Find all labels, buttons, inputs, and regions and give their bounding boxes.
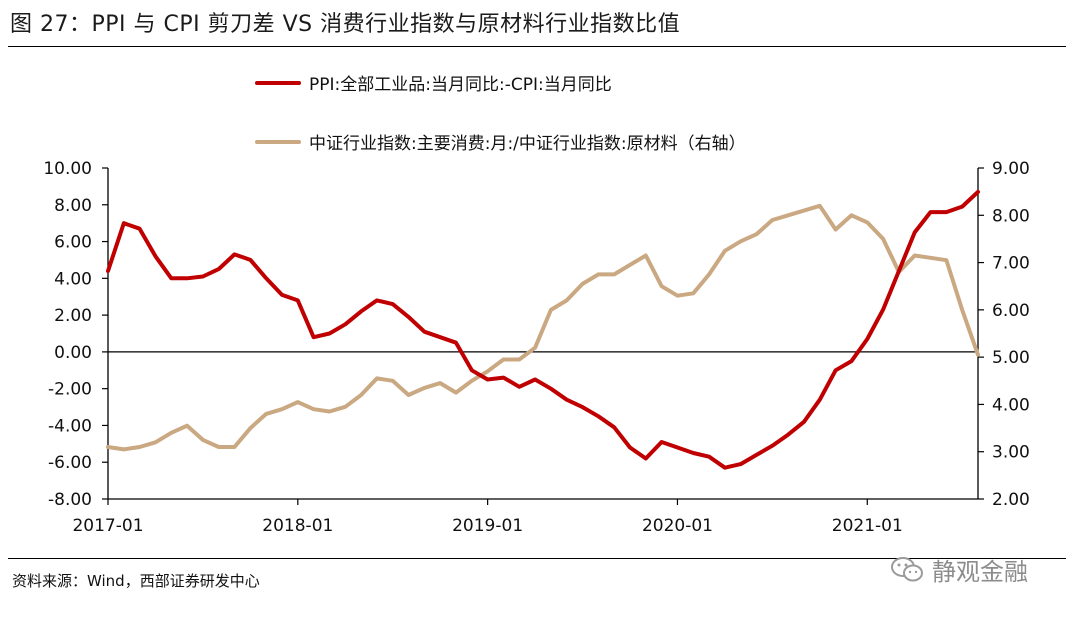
right-y-tick-label: 3.00	[992, 443, 1030, 463]
right-y-tick-label: 6.00	[992, 301, 1030, 321]
figure-title: 图 27：PPI 与 CPI 剪刀差 VS 消费行业指数与原材料行业指数比值	[10, 12, 681, 37]
x-tick-label: 2020-01	[642, 516, 713, 536]
series-line-ppi-cpi	[106, 189, 980, 470]
legend-label-ratio: 中证行业指数:主要消费:月:/中证行业指数:原材料（右轴）	[309, 134, 746, 154]
source-note: 资料来源：Wind，西部证券研发中心	[12, 572, 260, 590]
right-y-tick-label: 9.00	[992, 159, 1030, 179]
right-y-tick-label: 8.00	[992, 206, 1030, 226]
legend-label-ppi-cpi: PPI:全部工业品:当月同比:-CPI:当月同比	[309, 75, 612, 95]
left-y-tick-label: -8.00	[48, 490, 92, 510]
legend-swatch-ppi-cpi	[255, 80, 301, 85]
watermark-text: 静观金融	[932, 558, 1028, 586]
right-y-tick-label: 7.00	[992, 254, 1030, 274]
right-y-tick-label: 5.00	[992, 348, 1030, 368]
top-divider	[8, 46, 1066, 47]
x-tick-label: 2019-01	[452, 516, 523, 536]
legend-item-ratio: 中证行业指数:主要消费:月:/中证行业指数:原材料（右轴）	[255, 129, 746, 154]
right-y-tick-label: 4.00	[992, 395, 1030, 415]
wechat-icon	[891, 556, 923, 581]
bottom-divider	[8, 558, 1066, 559]
legend-item-ppi-cpi: PPI:全部工业品:当月同比:-CPI:当月同比	[255, 70, 612, 95]
left-y-tick-label: 4.00	[54, 269, 92, 289]
x-tick-label: 2017-01	[72, 516, 143, 536]
series-line-ratio	[106, 203, 980, 452]
watermark: 静观金融	[890, 552, 1028, 587]
left-y-tick-label: 6.00	[54, 233, 92, 253]
x-tick-label: 2018-01	[262, 516, 333, 536]
left-y-tick-label: 2.00	[54, 306, 92, 326]
left-y-tick-label: 8.00	[54, 196, 92, 216]
x-tick-label: 2021-01	[832, 516, 903, 536]
left-y-tick-label: -6.00	[48, 453, 92, 473]
right-y-tick-label: 2.00	[992, 490, 1030, 510]
legend-swatch-ratio	[255, 139, 301, 144]
left-y-tick-label: 10.00	[43, 159, 92, 179]
left-y-tick-label: 0.00	[54, 343, 92, 363]
left-y-tick-label: -2.00	[48, 380, 92, 400]
left-y-tick-label: -4.00	[48, 416, 92, 436]
